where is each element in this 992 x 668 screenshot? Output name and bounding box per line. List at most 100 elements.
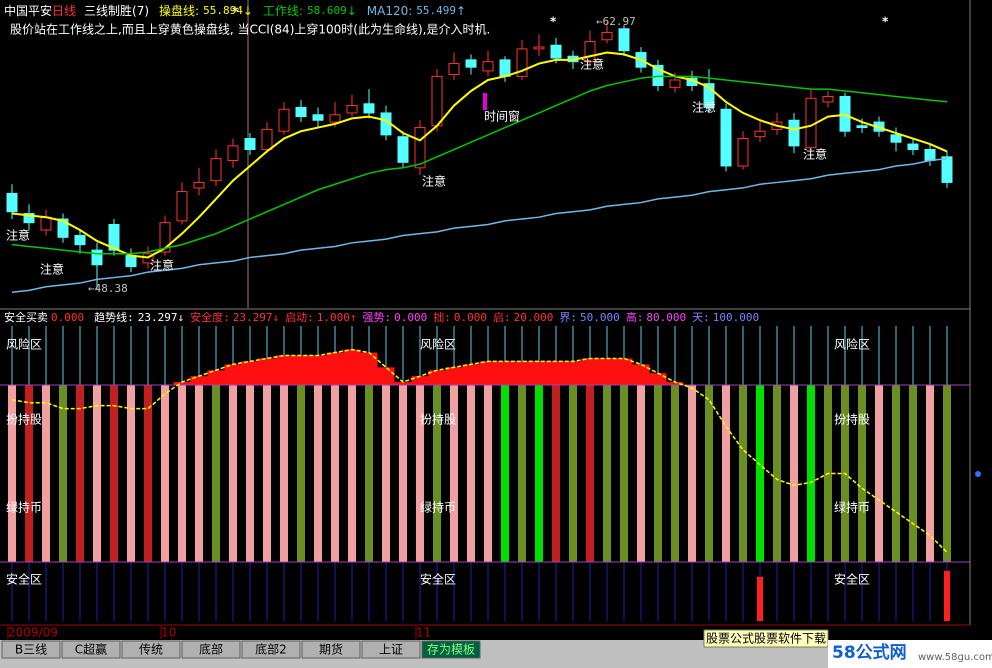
hold-stripe (586, 385, 594, 562)
risk-area (513, 361, 531, 385)
legend-name: 操盘线 (159, 3, 195, 18)
item-value: 100.000 (713, 311, 759, 324)
hold-stripe (280, 385, 288, 562)
risk-area (309, 355, 327, 385)
hold-stripe (229, 385, 237, 562)
candle-body (720, 108, 732, 167)
separator: : (570, 311, 577, 324)
candle-body (499, 59, 511, 77)
hold-stripe (705, 385, 713, 562)
extreme-label: ←62.97 (596, 15, 636, 28)
candle-body (550, 44, 562, 59)
arrow: ← (88, 282, 95, 295)
separator: : (637, 311, 644, 324)
risk-area (377, 367, 395, 385)
zone-label: 安全区 (834, 572, 870, 587)
legend-value: 55.894 (203, 4, 243, 17)
candle-body (295, 106, 307, 118)
candle-body (125, 255, 137, 268)
candle-body (40, 216, 52, 231)
candle-body (108, 224, 120, 251)
candle-body (856, 125, 868, 129)
candle-body (652, 64, 664, 86)
hold-stripe (263, 385, 271, 562)
hold-stripe (773, 385, 781, 562)
tab[interactable] (61, 640, 121, 659)
hold-stripe (297, 385, 305, 562)
zone-label: 扮持股 (834, 412, 870, 427)
hold-stripe (246, 385, 254, 562)
candle-body (74, 234, 86, 246)
hold-stripe (212, 385, 220, 562)
tab-label[interactable]: 上证 (379, 643, 403, 657)
tab-label[interactable]: 底部2 (255, 642, 287, 657)
tab-label[interactable]: 底部 (199, 642, 223, 657)
tab[interactable] (181, 640, 241, 659)
risk-area (190, 376, 208, 385)
tab[interactable] (1, 640, 61, 659)
tab[interactable] (421, 640, 481, 659)
hold-stripe (467, 385, 475, 562)
hold-stripe (654, 385, 662, 562)
hold-stripe (756, 385, 764, 562)
hold-stripe (59, 385, 67, 562)
tab-label[interactable]: C超赢 (75, 642, 107, 657)
arrow: ← (596, 15, 603, 28)
candle-body (754, 130, 766, 138)
tab-label[interactable]: 存为模板 (427, 643, 475, 657)
hold-stripe (450, 385, 458, 562)
legend-arrow: ↑ (456, 4, 466, 18)
tab[interactable] (121, 640, 181, 659)
hold-stripe (892, 385, 900, 562)
legend-arrow: ↓ (243, 4, 253, 18)
risk-area (666, 382, 684, 385)
zone-label: 绿持币 (420, 500, 456, 515)
ma-line (11, 51, 948, 259)
tab[interactable] (361, 640, 421, 659)
legend-name: MA120 (367, 4, 408, 18)
hold-stripe (178, 385, 186, 562)
annotation: 时间窗 (484, 110, 520, 124)
hold-stripe (399, 385, 407, 562)
candle-body (907, 143, 919, 151)
candle-body (890, 134, 902, 143)
stock-name: 中国平安 (4, 3, 52, 18)
risk-area (241, 361, 259, 385)
candle-body (414, 127, 426, 169)
tab-label[interactable]: 传统 (139, 642, 163, 657)
zone-label: 风险区 (834, 337, 870, 352)
star: * (882, 15, 889, 29)
separator: : (223, 311, 230, 324)
risk-area (173, 382, 191, 385)
candle-body (669, 79, 681, 88)
hold-stripe (8, 385, 16, 562)
hold-stripe (416, 385, 424, 562)
risk-area (462, 364, 480, 385)
x-tick-label: 11 (416, 626, 431, 640)
legend-value: 58.609 (307, 4, 347, 17)
tab-label[interactable]: 期货 (319, 642, 343, 657)
annotation: 注意 (40, 262, 64, 277)
candle-body (312, 114, 324, 121)
note: 股价站在工作线之上,而且上穿黄色操盘线, 当CCI(84)上穿100时(此为生命… (10, 22, 490, 37)
extreme-value: 62.97 (603, 15, 636, 28)
x-tick-label: 2009/09 (8, 626, 58, 640)
annotation: 注意 (692, 100, 716, 115)
ad-box (703, 629, 829, 648)
signal-bar (944, 570, 950, 621)
hold-stripe (722, 385, 730, 562)
candle-body (159, 222, 171, 253)
hold-stripe (144, 385, 152, 562)
item-name: 强势 (363, 311, 385, 324)
annotation: 注意 (150, 258, 174, 273)
hold-stripe (161, 385, 169, 562)
candle-body (618, 28, 630, 52)
tab[interactable] (241, 640, 301, 659)
tab[interactable] (301, 640, 361, 659)
hold-stripe (875, 385, 883, 562)
star: * (232, 5, 239, 19)
tab-label[interactable]: B三线 (15, 643, 47, 657)
item-name: 启动 (285, 311, 307, 324)
legend-name: 趋势线 (94, 310, 127, 324)
item-name: 高 (626, 310, 637, 324)
